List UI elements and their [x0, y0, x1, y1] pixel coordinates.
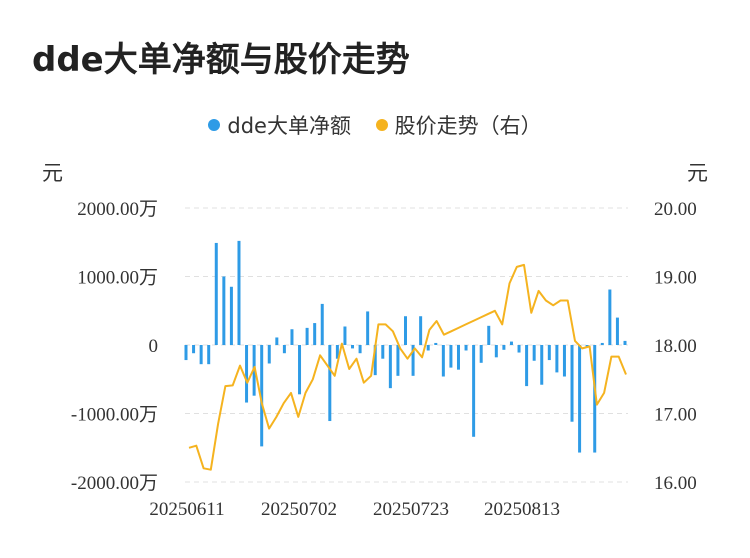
bar-mark — [245, 345, 249, 403]
price-line — [188, 263, 627, 471]
right-axis-tick-labels: 20.00 19.00 18.00 17.00 16.00 — [654, 199, 697, 494]
left-tick-label: 2000.00万 — [77, 199, 158, 220]
bar-mark — [540, 345, 544, 385]
left-axis-tick-labels: 2000.00万 1000.00万 0 -1000.00万 -2000.00万 — [71, 199, 158, 494]
bar-mark — [396, 345, 400, 376]
bar-mark — [207, 345, 211, 365]
bar-mark — [570, 345, 574, 422]
bar-mark — [547, 345, 551, 361]
bar-mark — [615, 317, 619, 345]
bar-mark — [472, 345, 476, 437]
left-tick-label: -1000.00万 — [71, 405, 158, 426]
right-tick-label: 20.00 — [654, 199, 697, 220]
bar-mark — [373, 345, 377, 376]
bar-mark — [623, 340, 627, 345]
bar-mark — [585, 345, 589, 348]
left-tick-label: 1000.00万 — [77, 268, 158, 289]
right-tick-label: 17.00 — [654, 405, 697, 426]
bar-mark — [608, 289, 612, 345]
bar-mark — [525, 345, 529, 387]
bar-mark — [252, 345, 256, 396]
x-tick-label: 20250611 — [149, 499, 224, 520]
bar-mark — [229, 286, 233, 345]
bar-mark — [320, 303, 324, 345]
bar-mark — [275, 337, 279, 345]
bar-mark — [381, 345, 385, 359]
x-axis-tick-labels: 20250611 20250702 20250723 20250813 — [149, 499, 560, 520]
bar-mark — [411, 345, 415, 376]
legend-dot-bar-icon — [208, 119, 221, 131]
x-tick-label: 20250723 — [373, 499, 449, 520]
bar-mark — [366, 311, 370, 345]
bar-mark — [532, 345, 536, 361]
bar-mark — [222, 276, 226, 345]
bar-mark — [305, 327, 309, 345]
legend-dot-line-icon — [375, 119, 388, 131]
bar-mark — [441, 345, 445, 377]
bar-mark — [517, 345, 521, 353]
bar-mark — [237, 240, 241, 345]
right-tick-label: 16.00 — [654, 473, 697, 494]
bar-mark — [214, 242, 218, 345]
bar-mark — [434, 342, 438, 345]
bar-mark — [290, 329, 294, 345]
bar-mark — [555, 345, 559, 373]
legend-label-line: 股价走势（右） — [394, 114, 542, 138]
bar-mark — [328, 345, 332, 422]
bar-mark — [282, 345, 286, 354]
bar-mark — [351, 345, 355, 349]
left-axis-unit: 元 — [42, 161, 63, 185]
bar-mark — [192, 345, 196, 354]
chart-legend: dde大单净额 股价走势（右） — [0, 110, 750, 140]
bar-mark — [593, 345, 597, 453]
bar-mark — [509, 341, 513, 345]
legend-item-line[interactable]: 股价走势（右） — [375, 110, 542, 140]
bar-mark — [267, 345, 271, 364]
grid-lines — [185, 207, 628, 483]
left-tick-label: -2000.00万 — [71, 473, 158, 494]
bar-mark — [600, 342, 604, 345]
line-series — [188, 263, 627, 471]
bar-mark — [404, 316, 407, 345]
bar-mark — [426, 345, 430, 351]
bar-mark — [260, 345, 264, 447]
right-axis-unit: 元 — [687, 161, 708, 185]
bar-series — [184, 240, 627, 453]
bar-mark — [335, 345, 339, 359]
legend-label-bar: dde大单净额 — [227, 114, 351, 138]
bar-mark — [298, 345, 302, 395]
right-tick-label: 18.00 — [654, 336, 697, 357]
bar-mark — [487, 325, 491, 345]
bar-mark — [479, 345, 483, 363]
chart-title: dde大单净额与股价走势 — [32, 40, 410, 80]
right-tick-label: 19.00 — [654, 268, 697, 289]
x-tick-label: 20250813 — [484, 499, 560, 520]
x-tick-label: 20250702 — [261, 499, 337, 520]
bar-mark — [449, 345, 453, 368]
left-tick-label: 0 — [149, 336, 159, 357]
bar-mark — [343, 326, 347, 345]
bar-mark — [419, 316, 423, 345]
bar-mark — [502, 345, 506, 350]
bar-mark — [313, 323, 317, 345]
bar-mark — [199, 345, 203, 365]
bar-mark — [494, 345, 498, 358]
bar-mark — [562, 345, 566, 377]
bar-mark — [578, 345, 582, 453]
legend-item-bar[interactable]: dde大单净额 — [208, 110, 351, 140]
bar-mark — [388, 345, 392, 389]
bar-mark — [464, 345, 468, 351]
bar-mark — [184, 345, 188, 361]
bar-mark — [456, 345, 460, 370]
bar-mark — [358, 345, 362, 354]
